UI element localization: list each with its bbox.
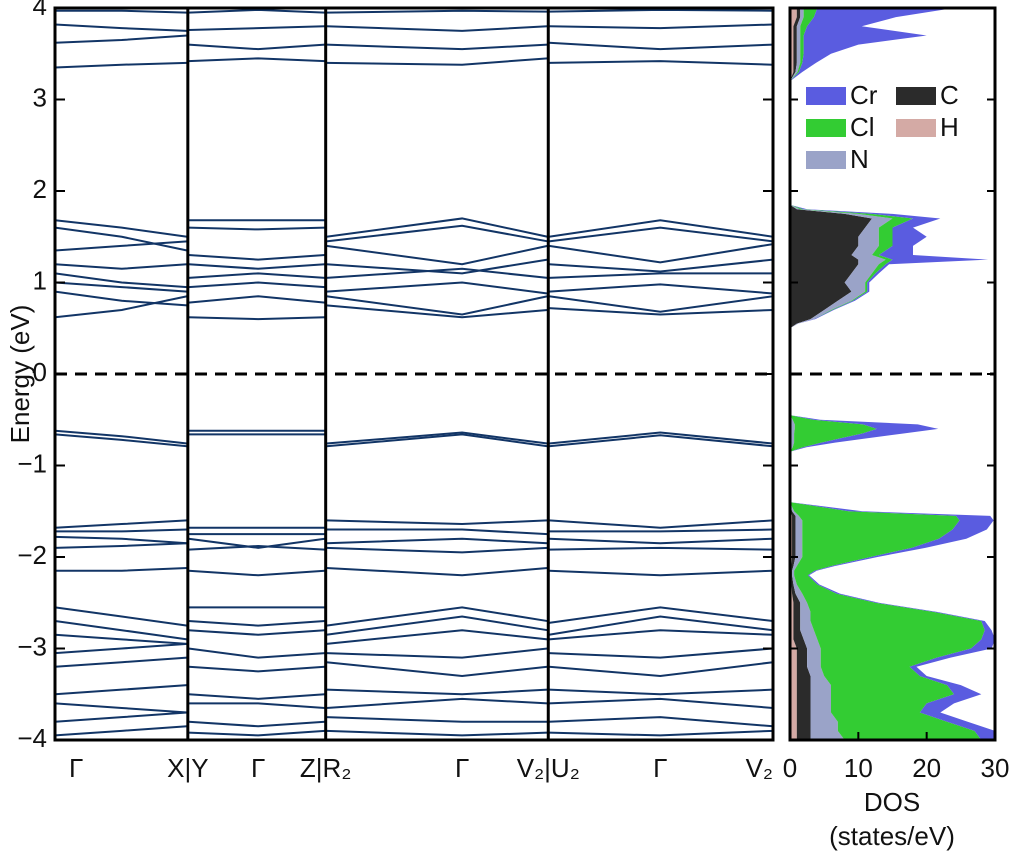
x-axis-unit: (states/eV) <box>829 821 955 851</box>
band-line <box>55 23 773 32</box>
legend-swatch <box>806 151 846 169</box>
y-axis-label: Energy (eV) <box>5 305 35 444</box>
dos-area <box>790 8 985 740</box>
band-line <box>55 433 773 448</box>
legend-swatch <box>806 119 846 137</box>
band-line <box>55 535 773 549</box>
legend-label: H <box>940 112 959 142</box>
band-line <box>55 642 773 659</box>
legend-swatch <box>896 87 936 105</box>
band-line <box>55 290 773 316</box>
y-tick-label: −4 <box>17 723 47 753</box>
band-line <box>55 711 773 728</box>
band-line <box>55 615 773 641</box>
band-line <box>55 697 773 714</box>
annotations: −4 −3 −2 −1 0 1 2 3 4 Γ X|Y Γ Z|R₂ Γ V₂|U₂ Γ V₂ 0 10 20 30 Cr… <box>17 0 1009 783</box>
y-tick-label: −2 <box>17 540 47 570</box>
y-tick-label: 1 <box>33 265 47 295</box>
legend-swatch <box>806 87 846 105</box>
y-tick-label: 0 <box>33 357 47 387</box>
legend-label: N <box>850 144 869 174</box>
y-tick-label: −1 <box>17 448 47 478</box>
band-plot <box>55 8 773 737</box>
band-line <box>55 258 773 275</box>
dos-area <box>790 8 872 740</box>
band-line <box>55 57 773 69</box>
legend-label: Cr <box>850 80 878 110</box>
y-tick-label: −3 <box>17 631 47 661</box>
frame <box>788 6 997 742</box>
y-tick-label: 3 <box>33 82 47 112</box>
x-tick-label: 0 <box>783 753 797 783</box>
band-line <box>55 34 773 51</box>
band-line <box>55 224 773 252</box>
band-line <box>55 240 773 266</box>
band-line <box>55 519 773 529</box>
x-tick-label: Γ <box>69 753 83 783</box>
band-line <box>55 606 773 627</box>
x-tick-label: Z|R₂ <box>300 753 352 783</box>
x-tick-label: X|Y <box>167 753 208 783</box>
band-line <box>55 267 773 289</box>
band-line <box>55 528 773 536</box>
frame <box>53 6 775 742</box>
legend-label: Cl <box>850 112 875 142</box>
band-line <box>55 281 773 295</box>
band-line <box>55 542 773 554</box>
x-axis-label: DOS <box>864 787 920 817</box>
band-line <box>55 295 773 321</box>
band-line <box>55 566 773 577</box>
y-tick-label: 2 <box>33 174 47 204</box>
x-tick-label: 20 <box>912 753 941 783</box>
legend-label: C <box>940 80 959 110</box>
x-tick-label: V₂|U₂ <box>517 753 580 783</box>
band-line <box>55 429 773 445</box>
band-line <box>55 217 773 238</box>
y-tick-label: 4 <box>33 0 47 21</box>
x-tick-label: 30 <box>981 753 1010 783</box>
x-tick-label: Γ <box>653 753 667 783</box>
band-line <box>55 629 773 645</box>
x-tick-label: 10 <box>844 753 873 783</box>
x-tick-label: Γ <box>251 753 265 783</box>
band-line <box>55 684 773 700</box>
band-line <box>55 656 773 677</box>
band-line <box>55 725 773 737</box>
x-tick-label: Γ <box>455 753 469 783</box>
x-tick-label: V₂ <box>746 753 773 783</box>
band-line <box>55 8 773 14</box>
legend-swatch <box>896 119 936 137</box>
